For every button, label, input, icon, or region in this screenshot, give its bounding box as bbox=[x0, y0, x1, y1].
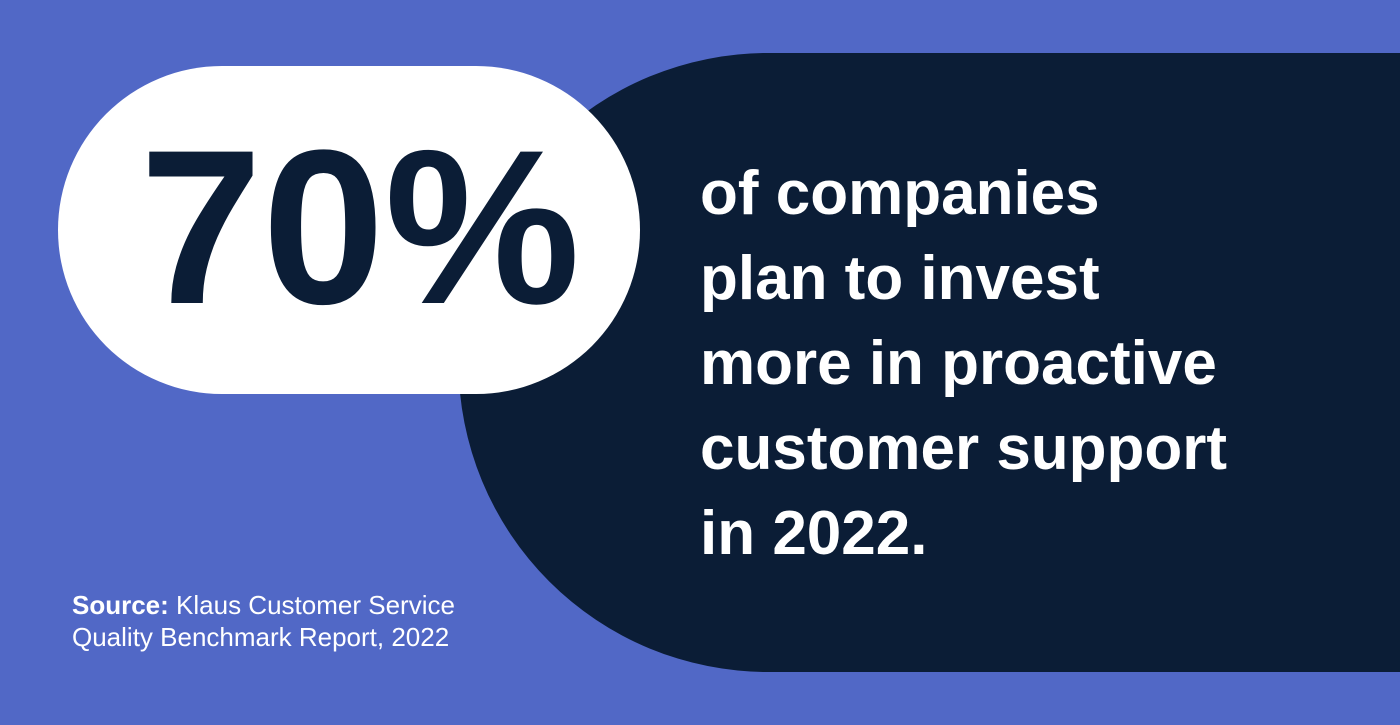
statement-line: customer support bbox=[700, 414, 1227, 483]
stat-pill bbox=[58, 66, 640, 394]
stat: 70% bbox=[140, 104, 580, 350]
statement-line: in 2022. bbox=[700, 499, 927, 568]
dark-panel bbox=[458, 53, 1400, 672]
statement-line: of companies bbox=[700, 159, 1100, 228]
source-text: Klaus Customer Service bbox=[176, 590, 455, 620]
statement-line: plan to invest bbox=[700, 244, 1100, 313]
source-line: Source: Klaus Customer Service bbox=[72, 590, 455, 620]
source-label: Source: bbox=[72, 590, 169, 620]
source-line: Quality Benchmark Report, 2022 bbox=[72, 622, 449, 652]
statement: of companies plan to invest more in proact… bbox=[700, 159, 1227, 568]
statement-line: more in proactive bbox=[700, 329, 1217, 398]
